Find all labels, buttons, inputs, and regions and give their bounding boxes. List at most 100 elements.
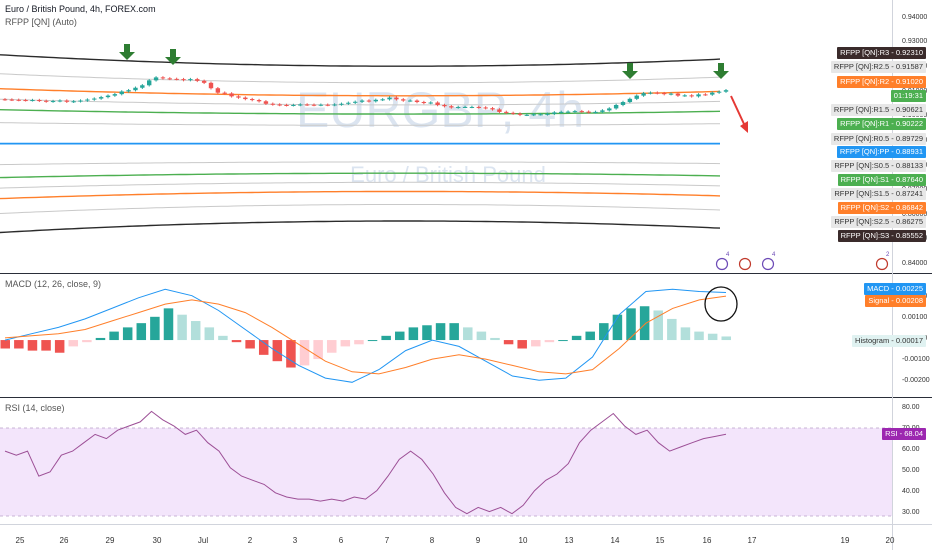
candle-body — [414, 100, 420, 103]
time-tick-label: 19 — [840, 536, 850, 545]
histogram-bar — [694, 331, 704, 341]
green-arrow-icon — [713, 63, 729, 79]
candle-body — [181, 79, 186, 81]
candle-body — [112, 94, 118, 96]
pivot-tag: RFPP [QN]:R0.5 - 0.89729 — [830, 133, 926, 145]
candle-body — [627, 98, 633, 103]
histogram-bar — [204, 327, 215, 341]
histogram-bar — [245, 340, 255, 349]
candle-body — [208, 82, 214, 89]
candle-body — [284, 104, 289, 106]
rsi-line — [4, 410, 727, 515]
candle-body — [195, 79, 200, 81]
histogram-bar — [122, 327, 133, 341]
histogram-bar — [626, 308, 636, 341]
histogram-bar — [667, 318, 677, 341]
histogram-bar — [27, 340, 38, 351]
time-tick-label: 14 — [610, 536, 620, 545]
candle-body — [339, 103, 344, 105]
candle-body — [552, 112, 557, 114]
histogram-bar — [517, 340, 527, 349]
candle-body — [291, 104, 296, 106]
signal-line — [4, 295, 727, 375]
histogram-bar — [408, 327, 419, 341]
price-tick-label: 0.93000 — [902, 38, 928, 46]
candle-body — [394, 97, 399, 100]
candle-body — [229, 93, 234, 97]
pivot-curve-s1 — [0, 172, 721, 179]
time-tick-label: 3 — [292, 536, 298, 545]
pivot-major-curves — [0, 54, 721, 234]
pivot-curve-r0.5 — [0, 122, 720, 126]
candle-body — [325, 104, 330, 106]
candle-body — [332, 104, 337, 106]
time-tick-label: 15 — [655, 536, 665, 545]
pivot-curve-s2.5 — [0, 204, 721, 214]
candle-body — [380, 99, 385, 101]
candle-body — [490, 108, 495, 110]
pivot-tag: RFPP [QN]:S2.5 - 0.86275 — [831, 216, 926, 228]
pivot-indicator-label[interactable]: RFPP [QN] (Auto) — [5, 17, 77, 27]
event-marker-icon[interactable] — [875, 257, 889, 271]
candle-body — [359, 100, 365, 102]
candle-body — [44, 100, 49, 102]
candle-body — [675, 93, 681, 96]
candlestick-series — [2, 76, 729, 117]
candle-body — [373, 99, 378, 102]
rsi-tick-label: 40.00 — [902, 487, 920, 495]
candle-body — [593, 111, 598, 113]
candle-body — [634, 95, 639, 99]
histogram-bar — [299, 340, 310, 366]
time-tick-label: 8 — [429, 536, 435, 545]
time-tick-label: 13 — [564, 536, 574, 545]
candle-body — [435, 102, 440, 105]
pivot-curve-s1.5 — [0, 181, 721, 189]
candle-body — [71, 101, 76, 103]
candle-body — [98, 97, 104, 99]
candle-body — [407, 100, 413, 102]
rsi-indicator-label[interactable]: RSI (14, close) — [5, 403, 65, 413]
macd-indicator-label[interactable]: MACD (12, 26, close, 9) — [5, 279, 102, 289]
price-tick-label: 0.84000 — [902, 260, 928, 268]
pivot-tag: RFPP [QN]:R3 - 0.92310 — [837, 47, 926, 59]
candle-body — [366, 100, 372, 102]
candle-body — [449, 106, 454, 108]
time-tick-label: 7 — [384, 536, 390, 545]
candle-body — [243, 97, 248, 100]
histogram-bar — [272, 340, 283, 362]
candle-body — [2, 99, 8, 101]
pivot-curve-r1 — [0, 109, 721, 115]
time-tick-label: 30 — [152, 536, 162, 545]
pivot-tag: RFPP [QN]:S3 - 0.85552 — [837, 230, 926, 242]
candle-body — [710, 92, 715, 95]
histogram-bar — [41, 340, 51, 351]
candle-body — [201, 80, 207, 83]
pivot-curve-r1.5 — [0, 98, 721, 106]
event-marker-icon[interactable] — [715, 257, 729, 271]
candle-body — [250, 99, 255, 101]
macd-tag: Histogram - 0.00017 — [852, 335, 926, 347]
candle-body — [85, 99, 90, 101]
histogram-bar — [177, 314, 187, 341]
candle-body — [689, 95, 694, 97]
histogram-bar — [571, 335, 582, 341]
candle-body — [716, 91, 722, 93]
event-marker-icon[interactable] — [761, 257, 775, 271]
candle-body — [456, 106, 461, 108]
pivot-curve-r3 — [0, 54, 721, 67]
candle-body — [387, 97, 392, 100]
candle-body — [696, 94, 701, 97]
histogram-bar — [82, 340, 92, 343]
histogram-bar — [109, 331, 119, 341]
candle-body — [600, 110, 605, 112]
time-tick-label: 26 — [59, 536, 69, 545]
event-marker-icon[interactable] — [738, 257, 752, 271]
candle-body — [613, 104, 619, 109]
histogram-bar — [68, 340, 79, 347]
pivot-tag: RFPP [QN]:R1 - 0.90222 — [837, 118, 926, 130]
candle-body — [655, 92, 660, 94]
histogram-bar — [544, 340, 555, 343]
rsi-tag: RSI - 68.04 — [882, 428, 926, 441]
symbol-title[interactable]: Euro / British Pound, 4h, FOREX.com — [5, 4, 156, 14]
